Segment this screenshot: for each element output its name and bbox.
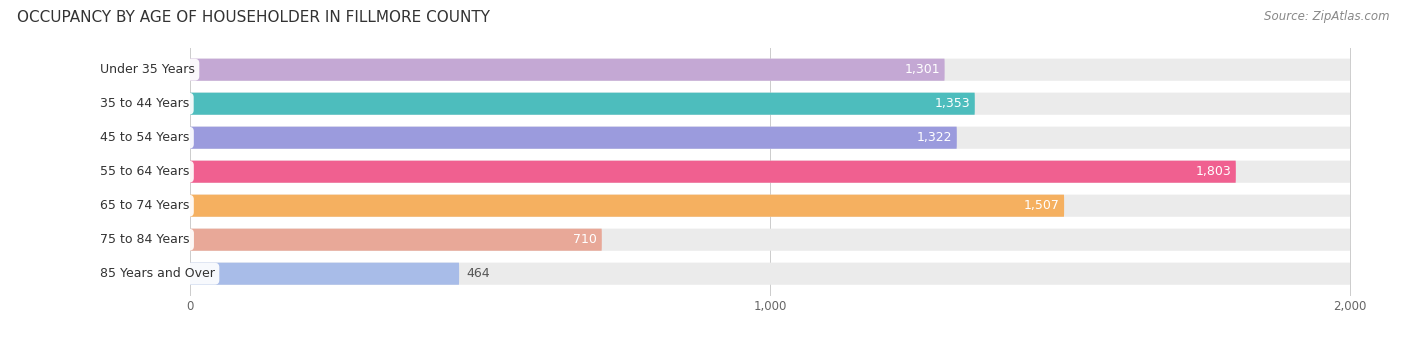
FancyBboxPatch shape xyxy=(190,161,1236,183)
FancyBboxPatch shape xyxy=(190,229,1350,251)
FancyBboxPatch shape xyxy=(190,126,957,149)
FancyBboxPatch shape xyxy=(190,194,1350,217)
FancyBboxPatch shape xyxy=(190,229,602,251)
FancyBboxPatch shape xyxy=(190,58,945,81)
Text: 1,507: 1,507 xyxy=(1024,199,1060,212)
Text: 710: 710 xyxy=(574,233,598,246)
Text: 35 to 44 Years: 35 to 44 Years xyxy=(100,97,190,110)
Text: 1,322: 1,322 xyxy=(917,131,952,144)
Text: Under 35 Years: Under 35 Years xyxy=(100,63,195,76)
FancyBboxPatch shape xyxy=(190,92,974,115)
Text: 1,353: 1,353 xyxy=(935,97,970,110)
FancyBboxPatch shape xyxy=(190,92,1350,115)
Text: OCCUPANCY BY AGE OF HOUSEHOLDER IN FILLMORE COUNTY: OCCUPANCY BY AGE OF HOUSEHOLDER IN FILLM… xyxy=(17,10,489,25)
Text: 65 to 74 Years: 65 to 74 Years xyxy=(100,199,190,212)
FancyBboxPatch shape xyxy=(190,126,1350,149)
Text: 464: 464 xyxy=(465,267,489,280)
Text: 75 to 84 Years: 75 to 84 Years xyxy=(100,233,190,246)
Text: Source: ZipAtlas.com: Source: ZipAtlas.com xyxy=(1264,10,1389,23)
Text: 1,803: 1,803 xyxy=(1195,165,1232,178)
FancyBboxPatch shape xyxy=(190,58,1350,81)
Text: 55 to 64 Years: 55 to 64 Years xyxy=(100,165,190,178)
FancyBboxPatch shape xyxy=(190,194,1064,217)
Text: 85 Years and Over: 85 Years and Over xyxy=(100,267,215,280)
Text: 45 to 54 Years: 45 to 54 Years xyxy=(100,131,190,144)
FancyBboxPatch shape xyxy=(190,262,460,285)
FancyBboxPatch shape xyxy=(190,161,1350,183)
Text: 1,301: 1,301 xyxy=(904,63,941,76)
FancyBboxPatch shape xyxy=(190,262,1350,285)
